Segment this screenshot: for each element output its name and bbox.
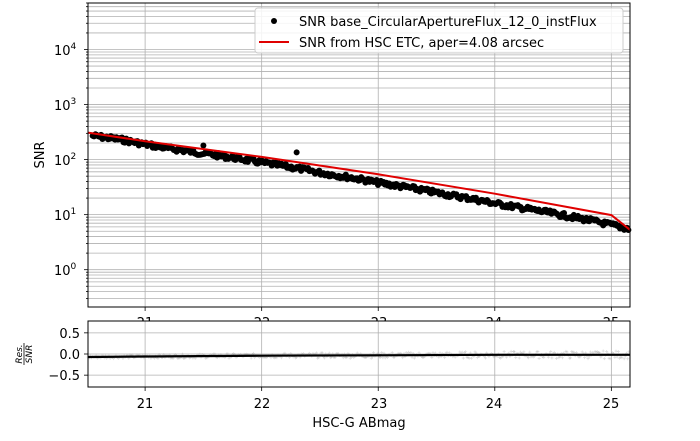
- ytick-label-1e0: 100: [54, 262, 77, 279]
- res-xtick-21: 21: [137, 397, 154, 412]
- legend: SNR base_CircularApertureFlux_12_0_instF…: [254, 7, 624, 54]
- res-ylabel-denominator: SNR: [25, 345, 35, 364]
- residual-y-axis-label: Res. SNR: [15, 343, 35, 365]
- residual-median-line: [87, 353, 630, 359]
- res-xtick-23: 23: [371, 397, 388, 412]
- legend-label-scatter: SNR base_CircularApertureFlux_12_0_instF…: [299, 15, 597, 30]
- main-y-tick-labels: 104 103 102 101 100: [54, 42, 77, 279]
- main-plot-area: [84, 2, 632, 311]
- legend-dot-icon: [271, 18, 277, 24]
- etc-snr-line: [87, 131, 631, 231]
- ytick-label-1e4: 104: [54, 42, 77, 59]
- main-y-axis-label: SNR: [33, 141, 48, 168]
- legend-box: [254, 7, 624, 54]
- res-xtick-24: 24: [486, 397, 503, 412]
- main-axes-frame: [87, 2, 631, 308]
- residual-x-tick-labels: 21 22 23 24 25: [137, 397, 620, 412]
- res-ytick-0.5: 0.5: [59, 327, 80, 342]
- res-xtick-25: 25: [603, 397, 620, 412]
- ytick-label-1e3: 103: [54, 97, 76, 114]
- main-x-ticks: [144, 307, 612, 311]
- main-y-ticks: [84, 2, 88, 299]
- res-ylabel-numerator: Res.: [15, 344, 25, 363]
- snr-scatter-points: [89, 131, 632, 234]
- ytick-label-1e2: 102: [54, 152, 76, 169]
- res-xtick-22: 22: [254, 397, 271, 412]
- res-ytick-0.0: 0.0: [59, 348, 80, 363]
- ytick-label-1e1: 101: [54, 207, 76, 224]
- residual-plot-area: [84, 320, 631, 391]
- x-axis-label: HSC-G ABmag: [312, 416, 405, 431]
- residual-ticks: [84, 332, 612, 391]
- res-ytick-neg0.5: −0.5: [48, 369, 80, 384]
- legend-label-line: SNR from HSC ETC, aper=4.08 arcsec: [299, 36, 544, 51]
- residual-y-tick-labels: 0.5 0.0 −0.5: [48, 327, 80, 384]
